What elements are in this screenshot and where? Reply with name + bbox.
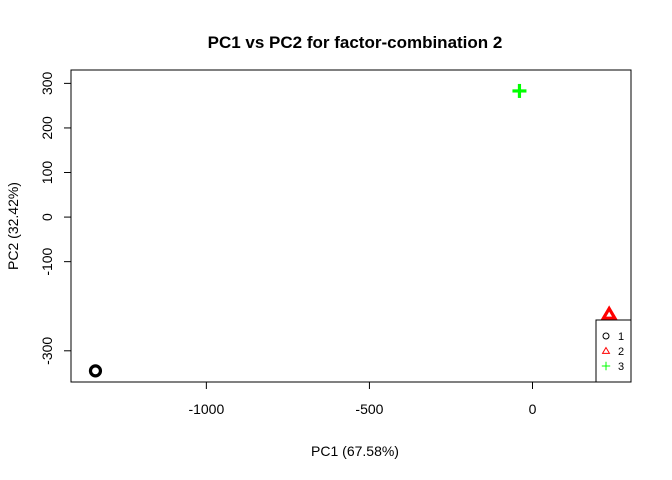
y-tick-label: 300 — [39, 71, 55, 95]
legend-label: 1 — [618, 331, 624, 343]
data-points — [88, 83, 618, 378]
y-tick-label: -100 — [39, 247, 55, 275]
x-axis: -1000 -500 0 — [188, 381, 537, 417]
legend-key-series-3 — [601, 361, 611, 371]
data-point-series-3 — [512, 83, 527, 98]
data-point-series-2 — [600, 305, 618, 320]
y-tick-label: 0 — [39, 213, 55, 221]
legend-key-series-1 — [602, 332, 610, 340]
legend-label: 2 — [618, 346, 624, 358]
legend-label: 3 — [618, 361, 624, 373]
chart-title: PC1 vs PC2 for factor-combination 2 — [208, 33, 503, 52]
y-axis-title: PC2 (32.42%) — [5, 182, 21, 270]
x-tick-label: 0 — [529, 401, 537, 417]
legend-key-series-2 — [601, 346, 611, 354]
legend-box — [595, 319, 632, 383]
y-tick-label: 100 — [39, 161, 55, 185]
plot-frame — [70, 69, 632, 383]
y-tick-label: 200 — [39, 116, 55, 140]
x-axis-title: PC1 (67.58%) — [311, 443, 399, 459]
x-tick-label: -1000 — [188, 401, 224, 417]
data-point-series-1 — [88, 364, 103, 378]
x-tick-label: -500 — [355, 401, 383, 417]
legend: 1 2 3 — [595, 319, 632, 383]
y-tick-label: -300 — [39, 337, 55, 365]
y-axis: -300 -100 0 100 200 300 — [39, 71, 72, 365]
